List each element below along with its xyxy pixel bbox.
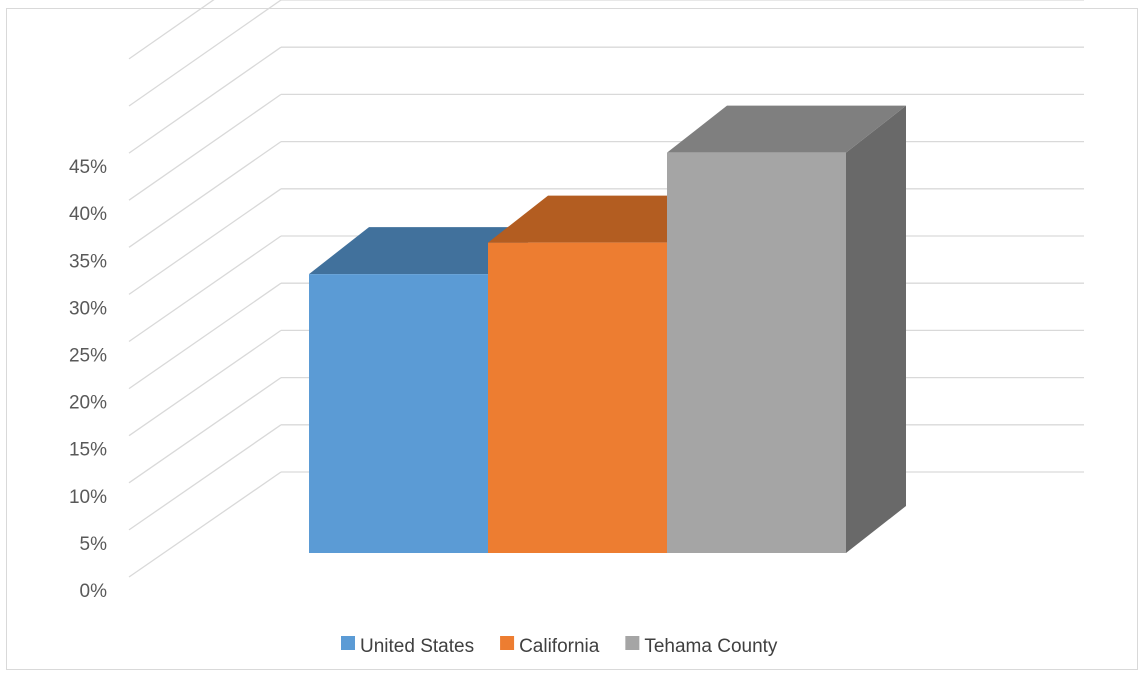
bar-top — [667, 105, 906, 153]
legend-label: California — [519, 636, 600, 657]
gridline-side — [128, 0, 282, 107]
legend-swatch — [625, 636, 640, 650]
bar-front — [667, 152, 846, 553]
bars — [309, 105, 906, 553]
legend-swatch — [341, 636, 355, 650]
gridline-side — [128, 471, 282, 578]
gridline-side — [128, 282, 282, 390]
bar-front — [488, 242, 667, 553]
gridline-side — [128, 424, 282, 531]
gridline-side — [128, 188, 282, 295]
gridline-side — [128, 329, 282, 437]
legend-item[interactable]: United States — [341, 636, 474, 657]
gridline-side — [128, 377, 282, 484]
bar-tehama-county[interactable] — [667, 105, 906, 553]
bar-front — [309, 274, 488, 553]
y-tick-label: 15% — [69, 440, 107, 461]
y-tick-label: 0% — [80, 581, 108, 602]
gridline-side — [128, 93, 282, 201]
legend[interactable]: United States California Tehama County — [341, 636, 778, 657]
gridline-side — [128, 141, 282, 248]
gridline-side — [128, 46, 282, 154]
bar-united-states[interactable] — [309, 227, 548, 553]
y-axis-ticks: 0% 5% 10% 15% 20% 25% 30% 35% 40% 45% — [69, 157, 107, 602]
gridline-side — [128, 235, 282, 343]
y-tick-label: 40% — [69, 204, 107, 225]
legend-label: Tehama County — [644, 636, 778, 657]
y-tick-label: 25% — [69, 346, 107, 367]
legend-item[interactable]: Tehama County — [625, 636, 778, 657]
y-tick-label: 10% — [69, 487, 107, 508]
y-tick-label: 35% — [69, 251, 107, 272]
y-tick-label: 45% — [69, 157, 107, 178]
y-tick-label: 30% — [69, 298, 107, 319]
legend-swatch — [500, 636, 515, 650]
y-tick-label: 5% — [80, 534, 108, 555]
legend-label: United States — [360, 636, 474, 657]
legend-item[interactable]: California — [500, 636, 600, 657]
gridline-side — [128, 0, 215, 60]
bar-side — [846, 105, 906, 553]
y-tick-label: 20% — [69, 393, 107, 414]
